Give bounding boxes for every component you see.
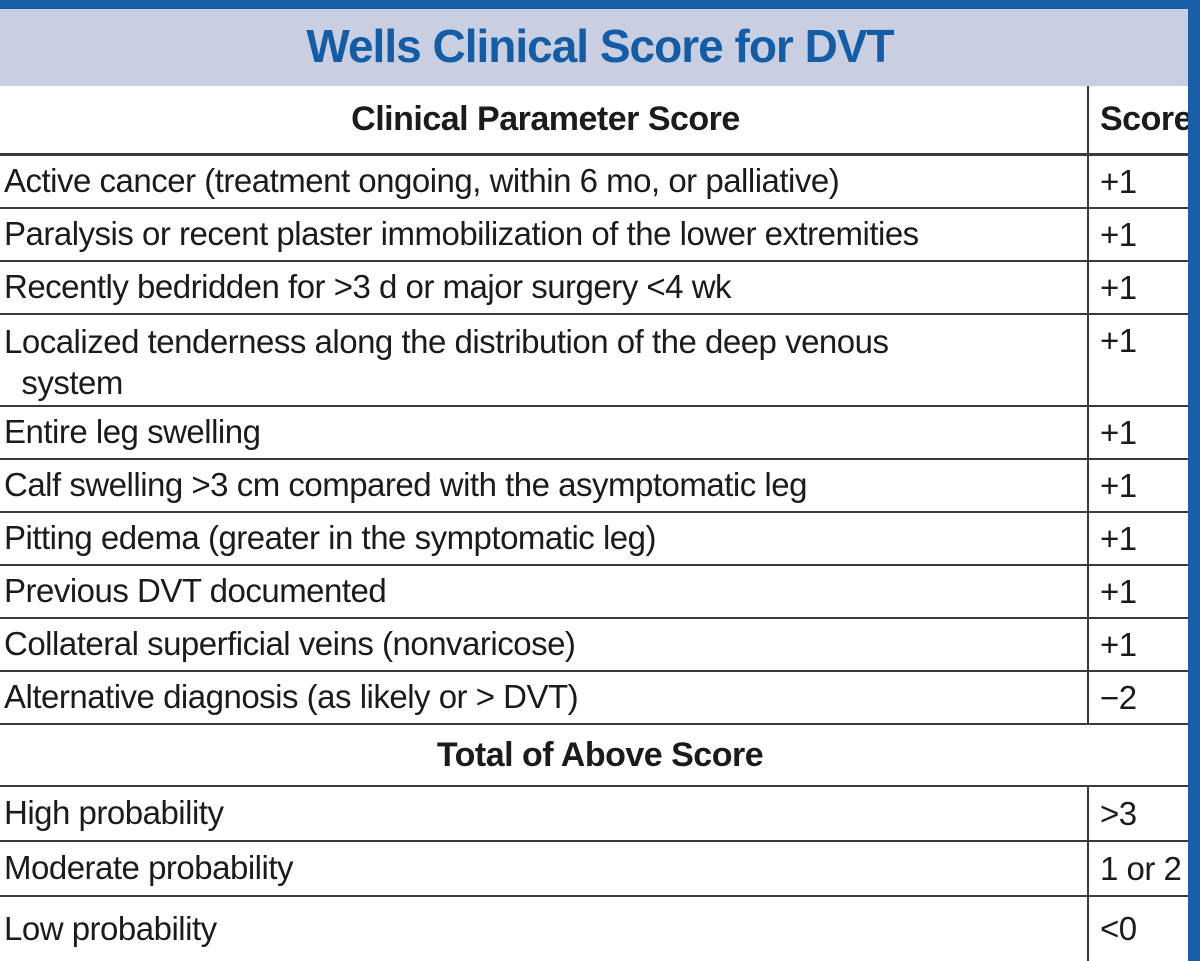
parameter-cell: Active cancer (treatment ongoing, within… bbox=[4, 162, 840, 200]
table-row-pitting-edema: Pitting edema (greater in the symptomati… bbox=[0, 513, 1200, 566]
table-row-previous-dvt: Previous DVT documented +1 bbox=[0, 566, 1200, 619]
table-header-row: Clinical Parameter Score Score bbox=[0, 86, 1200, 156]
score-cell: +1 bbox=[1087, 460, 1200, 511]
table-row-high-probability: High probability >3 bbox=[0, 787, 1200, 842]
parameter-cell: Previous DVT documented bbox=[4, 572, 387, 610]
score-cell: +1 bbox=[1087, 262, 1200, 313]
table-row-active-cancer: Active cancer (treatment ongoing, within… bbox=[0, 156, 1200, 209]
section-row-total: Total of Above Score bbox=[0, 725, 1200, 787]
table-row-collateral-veins: Collateral superficial veins (nonvaricos… bbox=[0, 619, 1200, 672]
table-row-localized-tenderness: Localized tenderness along the distribut… bbox=[0, 315, 1200, 407]
score-cell: −2 bbox=[1087, 672, 1200, 723]
parameter-cell: Entire leg swelling bbox=[4, 413, 261, 451]
table-row-calf-swelling: Calf swelling >3 cm compared with the as… bbox=[0, 460, 1200, 513]
table-row-paralysis: Paralysis or recent plaster immobilizati… bbox=[0, 209, 1200, 262]
parameter-cell: Alternative diagnosis (as likely or > DV… bbox=[4, 678, 579, 716]
parameter-cell: Paralysis or recent plaster immobilizati… bbox=[4, 215, 919, 253]
header-score: Score bbox=[1087, 86, 1200, 153]
right-border-bar bbox=[1188, 0, 1200, 961]
table-row-low-probability: Low probability <0 bbox=[0, 897, 1200, 961]
section-title: Total of Above Score bbox=[436, 735, 764, 774]
table-row-entire-leg-swelling: Entire leg swelling +1 bbox=[0, 407, 1200, 460]
score-cell: +1 bbox=[1087, 209, 1200, 260]
title-banner: Wells Clinical Score for DVT bbox=[0, 9, 1200, 86]
score-cell: +1 bbox=[1087, 315, 1200, 405]
score-cell: 1 or 2 bbox=[1087, 842, 1200, 895]
score-cell: >3 bbox=[1087, 787, 1200, 840]
header-clinical-parameter: Clinical Parameter Score bbox=[351, 99, 740, 138]
parameter-cell: Localized tenderness along the distribut… bbox=[4, 323, 889, 401]
parameter-cell: Pitting edema (greater in the symptomati… bbox=[4, 519, 656, 557]
score-cell: +1 bbox=[1087, 566, 1200, 617]
score-cell: +1 bbox=[1087, 619, 1200, 670]
score-cell: <0 bbox=[1087, 897, 1200, 961]
probability-label-cell: Low probability bbox=[4, 909, 217, 947]
parameter-cell: Recently bedridden for >3 d or major sur… bbox=[4, 268, 732, 306]
page-title: Wells Clinical Score for DVT bbox=[306, 19, 894, 72]
score-cell: +1 bbox=[1087, 513, 1200, 564]
score-cell: +1 bbox=[1087, 156, 1200, 207]
table-row-moderate-probability: Moderate probability 1 or 2 bbox=[0, 842, 1200, 897]
table-row-alternative-diagnosis: Alternative diagnosis (as likely or > DV… bbox=[0, 672, 1200, 725]
probability-label-cell: High probability bbox=[4, 794, 224, 832]
wells-score-table: Clinical Parameter Score Score Active ca… bbox=[0, 86, 1200, 961]
probability-label-cell: Moderate probability bbox=[4, 849, 294, 887]
score-cell: +1 bbox=[1087, 407, 1200, 458]
top-border-bar bbox=[0, 0, 1200, 9]
parameter-cell: Calf swelling >3 cm compared with the as… bbox=[4, 466, 807, 504]
parameter-cell: Collateral superficial veins (nonvaricos… bbox=[4, 625, 576, 663]
table-row-bedridden: Recently bedridden for >3 d or major sur… bbox=[0, 262, 1200, 315]
